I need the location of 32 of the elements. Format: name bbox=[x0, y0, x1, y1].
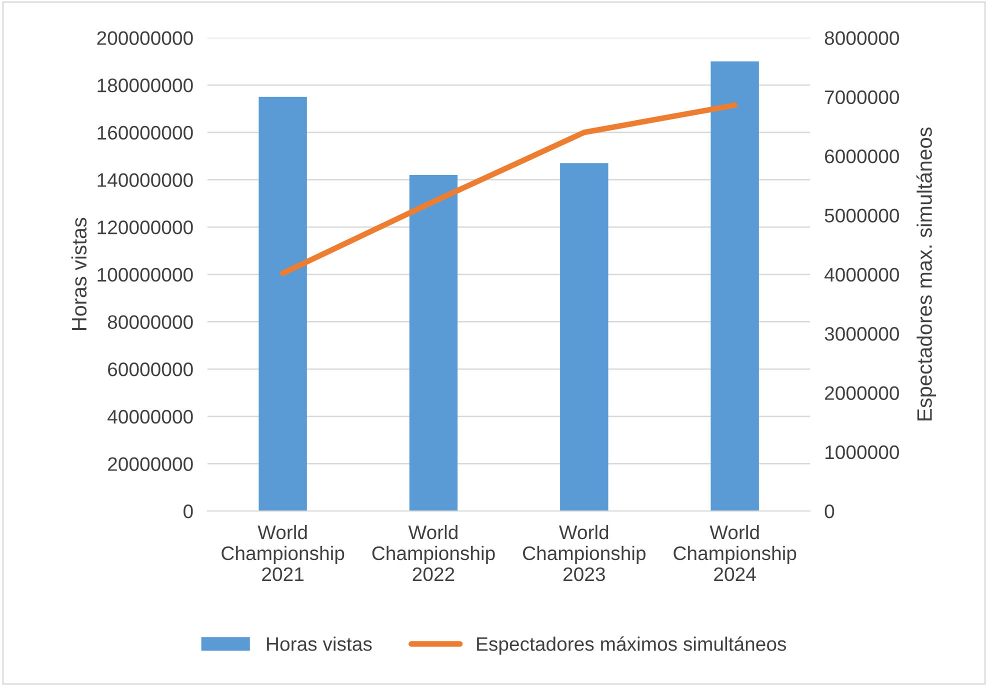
y-tick-label: 80000000 bbox=[108, 315, 193, 329]
legend-label: Horas vistas bbox=[267, 636, 372, 651]
bar bbox=[258, 96, 307, 512]
y-axis-title: Horas vistas bbox=[71, 218, 87, 330]
x-tick-label: World Championship 2023 bbox=[522, 524, 646, 582]
x-tick-label: World Championship 2021 bbox=[222, 524, 344, 582]
y2-tick-label: 5000000 bbox=[824, 208, 899, 222]
y-tick-label: 160000000 bbox=[98, 126, 193, 140]
y2-axis-title: Espectadores max. simultáneos bbox=[916, 128, 936, 420]
y-tick-label: 120000000 bbox=[98, 220, 193, 234]
y2-tick-label: 4000000 bbox=[824, 268, 899, 282]
y-tick-label: 60000000 bbox=[108, 362, 193, 376]
y2-tick-label: 3000000 bbox=[824, 327, 899, 341]
y-tick-label: 100000000 bbox=[98, 268, 193, 282]
y-tick-label: 140000000 bbox=[98, 173, 193, 187]
y2-tick-label: 6000000 bbox=[825, 150, 899, 164]
y2-tick-label: 7000000 bbox=[825, 90, 899, 104]
y-tick-label: 180000000 bbox=[98, 78, 193, 92]
bar bbox=[409, 175, 458, 512]
y-tick-label: 0 bbox=[184, 504, 193, 518]
y-tick-label: 40000000 bbox=[108, 410, 193, 424]
x-tick-label: World Championship 2024 bbox=[674, 524, 796, 582]
y2-tick-label: 0 bbox=[824, 504, 834, 518]
y2-tick-label: 8000000 bbox=[824, 31, 899, 45]
bar bbox=[710, 61, 759, 512]
bar bbox=[560, 163, 608, 512]
x-tick-label: World Championship 2022 bbox=[372, 524, 495, 582]
y2-tick-label: 1000000 bbox=[826, 445, 899, 460]
y-tick-label: 200000000 bbox=[97, 31, 193, 45]
y-tick-label: 20000000 bbox=[108, 457, 193, 471]
y2-tick-label: 2000000 bbox=[825, 386, 899, 400]
legend-label: Espectadores máximos simultáneos bbox=[477, 636, 786, 655]
